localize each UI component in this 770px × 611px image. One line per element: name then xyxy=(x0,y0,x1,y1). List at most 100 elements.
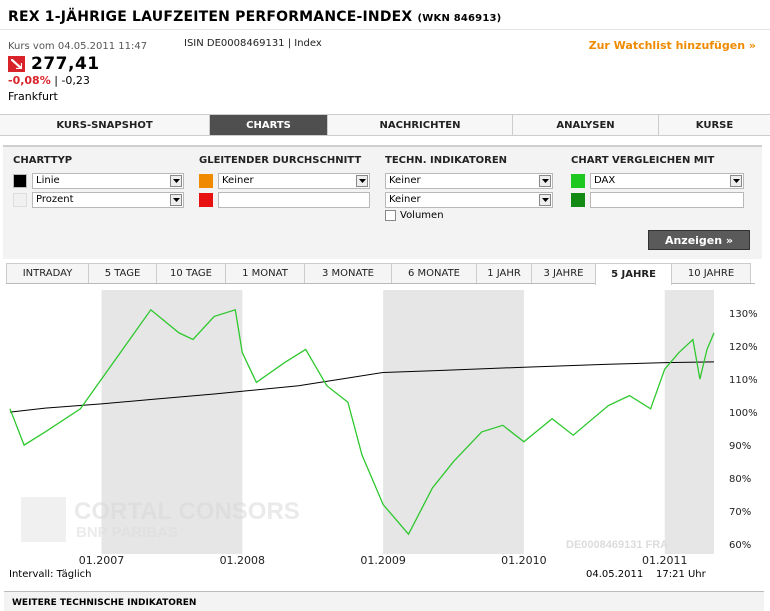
index-name: REX 1-JÄHRIGE LAUFZEITEN PERFORMANCE-IND… xyxy=(8,9,413,25)
gd-value: Keiner xyxy=(222,175,254,186)
x-tick-label: 01.2009 xyxy=(360,554,406,566)
chevron-down-icon xyxy=(539,174,551,187)
change-row: -0,08% | -0,23 xyxy=(8,74,90,87)
x-tick-label: 01.2008 xyxy=(220,554,266,566)
indikatoren-column: TECHN. INDIKATOREN Keiner Keiner Volumen xyxy=(385,155,553,221)
vergleich-select[interactable]: DAX xyxy=(590,172,744,189)
change-separator: | xyxy=(50,74,62,87)
charttyp-column: CHARTTYP Linie Prozent xyxy=(13,155,184,209)
charttyp-value: Linie xyxy=(36,175,60,186)
period-3-jahre[interactable]: 3 JAHRE xyxy=(531,263,596,283)
series-line-1 xyxy=(9,308,715,536)
instrument-watermark: DE0008469131 FRA xyxy=(566,539,668,551)
vergleich-column: CHART VERGLEICHEN MIT DAX xyxy=(571,155,744,209)
vergleich-color-swatch[interactable] xyxy=(571,173,585,188)
tab-kurs-snapshot[interactable]: KURS-SNAPSHOT xyxy=(0,115,210,135)
year-band-2 xyxy=(664,290,714,554)
quote-date-text: Kurs vom 04.05.2011 11:47 xyxy=(8,41,148,52)
x-tick-label: 01.2011 xyxy=(642,554,688,566)
chevron-down-icon xyxy=(170,174,182,187)
period-1-monat[interactable]: 1 MONAT xyxy=(225,263,305,283)
volume-label: Volumen xyxy=(400,210,444,221)
chevron-down-icon xyxy=(539,193,551,206)
indikator1-value: Keiner xyxy=(389,175,421,186)
title-bar: REX 1-JÄHRIGE LAUFZEITEN PERFORMANCE-IND… xyxy=(0,0,770,30)
down-arrow-icon xyxy=(8,56,25,72)
gd-select[interactable]: Keiner xyxy=(218,172,370,189)
tab-charts[interactable]: CHARTS xyxy=(210,115,328,135)
gd-input[interactable] xyxy=(218,191,370,208)
x-tick-label: 01.2010 xyxy=(501,554,547,566)
watermark-text: CORTAL CONSORS xyxy=(74,498,300,525)
period-5-tage[interactable]: 5 TAGE xyxy=(88,263,157,283)
chevron-down-icon xyxy=(730,174,742,187)
period-5-jahre[interactable]: 5 JAHRE xyxy=(595,263,672,285)
page-title: REX 1-JÄHRIGE LAUFZEITEN PERFORMANCE-IND… xyxy=(8,9,501,25)
indikator2-select[interactable]: Keiner xyxy=(385,191,553,208)
scale-value: Prozent xyxy=(36,194,74,205)
indikator1-select[interactable]: Keiner xyxy=(385,172,553,189)
interval-label: Intervall: Täglich xyxy=(9,569,92,580)
change-percent: -0,08% xyxy=(8,74,51,87)
tab-analysen[interactable]: ANALYSEN xyxy=(513,115,659,135)
period-10-jahre[interactable]: 10 JAHRE xyxy=(671,263,751,283)
vergleich-input[interactable] xyxy=(590,191,744,208)
volume-option: Volumen xyxy=(385,210,553,221)
indikator2-value: Keiner xyxy=(389,194,421,205)
vergleich-heading: CHART VERGLEICHEN MIT xyxy=(571,155,715,166)
period-tabs: INTRADAY 5 TAGE 10 TAGE 1 MONAT 3 MONATE… xyxy=(6,263,755,285)
y-tick-label: 60% xyxy=(729,540,751,551)
scale-color-swatch xyxy=(13,192,27,207)
chart-timestamp: 04.05.2011 17:21 Uhr xyxy=(586,569,706,580)
charttyp-select[interactable]: Linie xyxy=(32,172,184,189)
period-6-monate[interactable]: 6 MONATE xyxy=(391,263,477,283)
scale-select[interactable]: Prozent xyxy=(32,191,184,208)
gd-color-swatch[interactable] xyxy=(199,173,213,188)
chart-settings-panel: CHARTTYP Linie Prozent GLEITENDER DURCHS… xyxy=(3,145,762,259)
gd-column: GLEITENDER DURCHSCHNITT Keiner xyxy=(199,155,370,209)
section-heading: WEITERE TECHNISCHE INDIKATOREN xyxy=(4,591,764,611)
y-tick-label: 100% xyxy=(729,408,758,419)
cortal-logo-icon xyxy=(21,497,66,542)
y-tick-label: 80% xyxy=(729,474,751,485)
x-tick-label: 01.2007 xyxy=(79,554,125,566)
isin-text: ISIN DE0008469131 | Index xyxy=(184,38,322,49)
tab-kurse[interactable]: KURSE xyxy=(695,119,734,131)
chart-time: 17:21 Uhr xyxy=(655,569,706,580)
chart-date: 04.05.2011 xyxy=(586,569,644,580)
y-tick-label: 130% xyxy=(729,309,758,320)
add-to-watchlist-link[interactable]: Zur Watchlist hinzufügen » xyxy=(588,39,756,52)
price: 277,41 xyxy=(31,54,100,74)
charttyp-color-swatch[interactable] xyxy=(13,173,27,188)
period-10-tage[interactable]: 10 TAGE xyxy=(156,263,226,283)
quote-date: Kurs vom 04.05.2011 11:47 xyxy=(8,39,147,52)
year-band-1 xyxy=(383,290,524,554)
y-tick-label: 70% xyxy=(729,507,751,518)
charttyp-heading: CHARTTYP xyxy=(13,155,73,166)
y-tick-label: 90% xyxy=(729,441,751,452)
chevron-down-icon xyxy=(356,174,368,187)
price-chart: CORTAL CONSORS BNP PARIBAS DE0008469131 … xyxy=(6,286,764,581)
watermark-subtext: BNP PARIBAS xyxy=(76,524,178,541)
exchange-name: Frankfurt xyxy=(8,90,58,103)
y-tick-label: 120% xyxy=(729,342,758,353)
wkn-label: (WKN 846913) xyxy=(417,13,502,24)
vergleich2-color-swatch[interactable] xyxy=(571,192,585,207)
tab-nachrichten[interactable]: NACHRICHTEN xyxy=(328,115,513,135)
y-tick-label: 110% xyxy=(729,375,758,386)
vergleich-value: DAX xyxy=(594,175,616,186)
gd-heading: GLEITENDER DURCHSCHNITT xyxy=(199,155,362,166)
period-intraday[interactable]: INTRADAY xyxy=(6,263,89,283)
volume-checkbox[interactable] xyxy=(385,210,396,221)
period-3-monate[interactable]: 3 MONATE xyxy=(304,263,392,283)
period-1-jahr[interactable]: 1 JAHR xyxy=(476,263,532,283)
price-row: 277,41 xyxy=(8,54,100,74)
chart-svg: CORTAL CONSORS BNP PARIBAS DE0008469131 … xyxy=(9,290,758,567)
year-band-0 xyxy=(101,290,243,554)
indikatoren-heading: TECHN. INDIKATOREN xyxy=(385,155,508,166)
change-absolute: -0,23 xyxy=(61,74,90,87)
show-button[interactable]: Anzeigen » xyxy=(648,230,750,250)
gd2-color-swatch[interactable] xyxy=(199,192,213,207)
main-tabs: KURS-SNAPSHOT CHARTS NACHRICHTEN ANALYSE… xyxy=(0,114,770,136)
chevron-down-icon xyxy=(170,193,182,206)
